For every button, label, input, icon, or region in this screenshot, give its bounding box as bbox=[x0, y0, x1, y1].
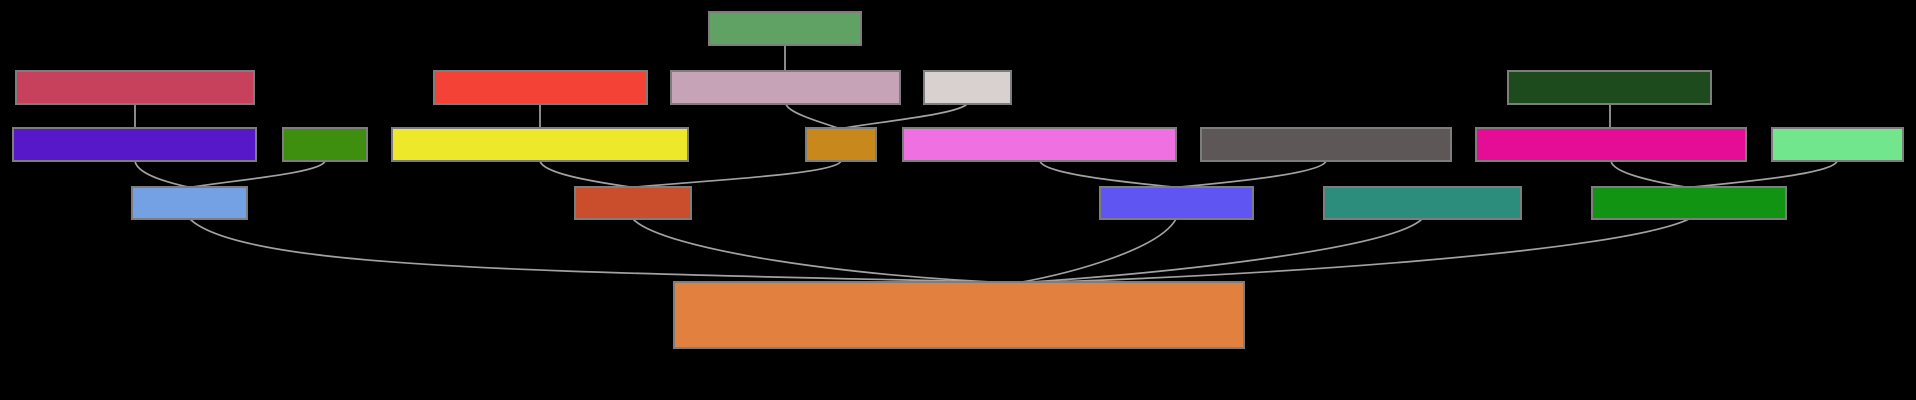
graph-edge-pale-gray-ochre bbox=[843, 103, 968, 129]
graph-edge-light-green-green bbox=[1692, 160, 1838, 188]
graph-node-orchid bbox=[902, 127, 1177, 162]
graph-edges-layer bbox=[134, 45, 1838, 284]
graph-node-crimson bbox=[15, 70, 255, 105]
graph-node-orange-root bbox=[673, 281, 1245, 349]
graph-edge-teal-orange-root bbox=[1017, 218, 1423, 284]
graph-node-forest-green bbox=[282, 127, 368, 162]
graph-edge-light-blue-orange-root bbox=[189, 218, 1017, 284]
graph-node-purple bbox=[12, 127, 257, 162]
graph-edge-dim-gray-blue bbox=[1179, 160, 1327, 188]
graph-edge-green-orange-root bbox=[1019, 218, 1690, 284]
graph-edge-forest-green-light-blue bbox=[191, 160, 326, 188]
graph-edge-magenta-green bbox=[1610, 160, 1686, 188]
graph-node-teal bbox=[1323, 186, 1522, 220]
graph-node-blue bbox=[1099, 186, 1254, 220]
graph-edge-ochre-chocolate bbox=[635, 160, 842, 188]
graph-node-dark-green bbox=[1507, 70, 1712, 105]
graph-node-mauve bbox=[670, 70, 901, 105]
graph-edge-purple-light-blue bbox=[134, 160, 189, 188]
graph-node-light-green bbox=[1771, 127, 1904, 162]
graph-edge-orchid-blue bbox=[1039, 160, 1174, 188]
graph-node-dim-gray bbox=[1200, 127, 1452, 162]
graph-node-yellow bbox=[391, 127, 689, 162]
graph-node-green bbox=[1591, 186, 1787, 220]
graph-nodes-layer bbox=[12, 11, 1904, 349]
graph-node-pale-gray bbox=[923, 70, 1012, 105]
graph-edge-yellow-chocolate bbox=[539, 160, 631, 188]
graph-node-green-top bbox=[708, 11, 862, 46]
graph-edge-mauve-ochre bbox=[785, 103, 839, 129]
graph-node-chocolate bbox=[574, 186, 692, 220]
graph-edge-chocolate-orange-root bbox=[632, 218, 1017, 284]
graph-node-light-blue bbox=[131, 186, 248, 220]
graph-node-red bbox=[433, 70, 648, 105]
graph-node-magenta bbox=[1475, 127, 1747, 162]
graph-node-ochre bbox=[805, 127, 877, 162]
graph-edge-blue-orange-root bbox=[1016, 218, 1177, 284]
